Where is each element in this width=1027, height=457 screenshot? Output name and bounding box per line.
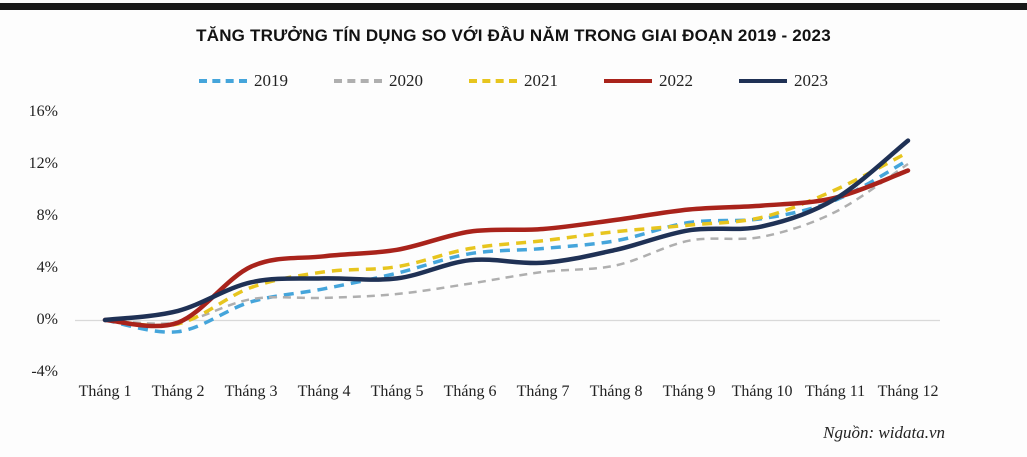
y-tick-label: 4%	[36, 259, 58, 276]
y-tick-label: 16%	[28, 103, 58, 120]
legend-key-line	[469, 79, 517, 83]
x-tick-label: Tháng 9	[662, 383, 716, 400]
chart-title: TĂNG TRƯỞNG TÍN DỤNG SO VỚI ĐẦU NĂM TRON…	[196, 26, 831, 46]
x-tick-label: Tháng 4	[297, 383, 351, 400]
x-tick-label: Tháng 5	[370, 383, 424, 400]
legend-label: 2020	[389, 71, 423, 90]
chart-legend: 2019 2020 2021 2022 2023	[0, 71, 1027, 91]
legend-key-line	[334, 79, 382, 83]
legend-key-line	[739, 79, 787, 83]
top-divider-bar	[0, 3, 1027, 10]
legend-item-2020: 2020	[334, 71, 423, 91]
legend-item-2023: 2023	[739, 71, 828, 91]
y-tick-label: 0%	[36, 311, 58, 328]
legend-key-line	[199, 79, 247, 83]
x-tick-label: Tháng 6	[443, 383, 497, 400]
x-tick-label: Tháng 8	[589, 383, 643, 400]
series-line-2021	[104, 150, 909, 328]
x-tick-label: Tháng 11	[804, 383, 866, 400]
legend-item-2021: 2021	[469, 71, 558, 91]
legend-item-2019: 2019	[199, 71, 288, 91]
series-line-2022	[102, 168, 911, 329]
x-tick-label: Tháng 2	[151, 383, 205, 400]
x-tick-label: Tháng 3	[224, 383, 278, 400]
x-tick-label: Tháng 10	[731, 383, 793, 400]
x-tick-label: Tháng 1	[78, 383, 132, 400]
series-line-2023	[102, 138, 911, 323]
legend-label: 2023	[794, 71, 828, 90]
series-line-2019	[104, 158, 909, 334]
series-line-2020	[104, 162, 909, 325]
legend-label: 2022	[659, 71, 693, 90]
legend-item-2022: 2022	[604, 71, 693, 91]
x-tick-label: Tháng 7	[516, 383, 570, 400]
source-note: Nguồn: widata.vn	[823, 423, 945, 442]
y-tick-label: 12%	[28, 155, 58, 172]
legend-label: 2019	[254, 71, 288, 90]
legend-label: 2021	[524, 71, 558, 90]
x-tick-label: Tháng 12	[877, 383, 939, 400]
y-tick-label: 8%	[36, 207, 58, 224]
legend-key-line	[604, 79, 652, 83]
y-tick-label: -4%	[31, 363, 58, 380]
